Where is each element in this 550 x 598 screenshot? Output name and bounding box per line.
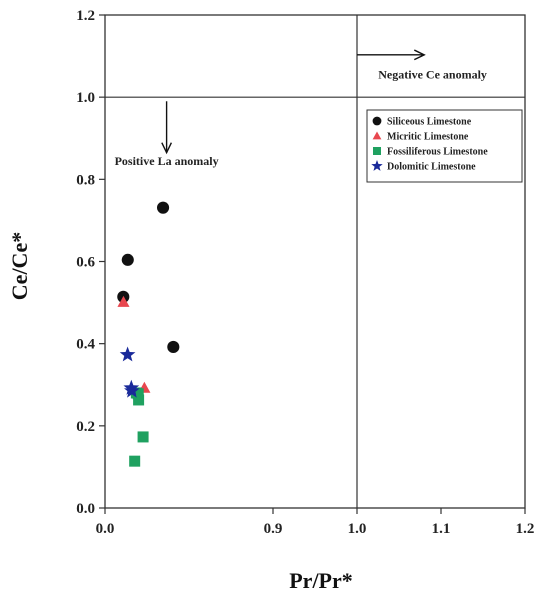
- data-point: [137, 431, 149, 443]
- x-tick-label: 1.2: [516, 521, 535, 537]
- axis-ticks: 0.0 0.9 1.0 1.1 1.2 0.0 0.2 0.4 0.6 0.8 1.0 1.2: [76, 8, 534, 537]
- data-point: [124, 382, 140, 398]
- arrow-head: [161, 142, 173, 155]
- data-point: [117, 295, 130, 307]
- legend-label: Micritic Limestone: [387, 132, 469, 143]
- data-point: [132, 388, 144, 400]
- data-point: [133, 394, 145, 406]
- y-tick-label: 0.8: [76, 172, 95, 188]
- x-tick-label: 0.0: [96, 521, 115, 537]
- arrow-head: [413, 49, 426, 61]
- legend-marker: [372, 116, 382, 126]
- x-tick-label: 1.1: [432, 521, 451, 537]
- legend-box: [366, 109, 523, 183]
- y-tick-label: 0.6: [76, 255, 95, 271]
- x-tick-label: 1.0: [348, 521, 367, 537]
- legend-label: Fossiliferous Limestone: [387, 147, 488, 158]
- y-axis-title: Ce/Ce*: [7, 232, 32, 300]
- legend: Siliceous Limestone Micritic Limestone Fos…: [366, 109, 523, 183]
- y-tick-label: 1.2: [76, 8, 95, 24]
- data-point: [167, 340, 180, 354]
- y-tick-label: 0.4: [76, 337, 95, 353]
- series-star: [119, 346, 140, 398]
- x-tick-label: 0.9: [264, 521, 283, 537]
- legend-marker: [373, 147, 381, 155]
- y-tick-label: 0.0: [76, 501, 95, 517]
- plot-area: [104, 14, 526, 509]
- y-tick-label: 0.2: [76, 419, 95, 435]
- annotations: Negative Ce anomaly Positive La anomaly: [115, 49, 487, 168]
- annotation-label: Negative Ce anomaly: [378, 68, 487, 82]
- series-circle: [117, 201, 180, 354]
- legend-marker: [371, 160, 383, 171]
- data-point: [129, 455, 141, 467]
- data-point: [119, 346, 136, 362]
- legend-label: Siliceous Limestone: [387, 117, 472, 128]
- x-axis-title: Pr/Pr*: [289, 568, 353, 593]
- series-square: [129, 387, 149, 467]
- data-point: [121, 253, 134, 266]
- plot-border: [104, 14, 526, 509]
- legend-label: Dolomitic Limestone: [387, 162, 476, 173]
- legend-marker: [372, 131, 382, 140]
- annotation-label: Positive La anomaly: [115, 154, 219, 168]
- data-points: [117, 201, 180, 467]
- data-point: [157, 201, 170, 214]
- reference-lines: [105, 15, 525, 508]
- y-tick-label: 1.0: [76, 90, 95, 106]
- series-triangle: [117, 295, 151, 393]
